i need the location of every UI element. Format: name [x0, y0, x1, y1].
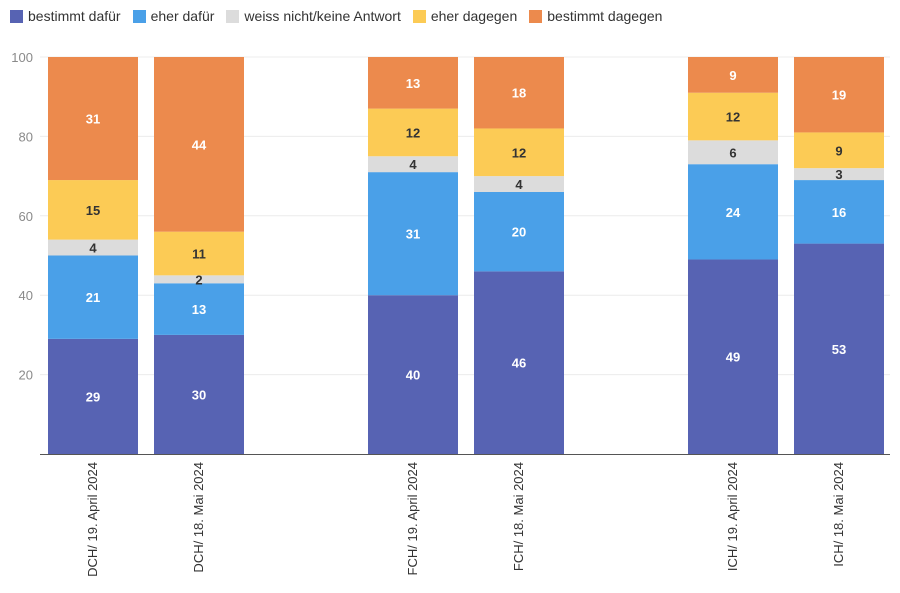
y-tick-label: 60: [19, 209, 33, 224]
data-label: 16: [832, 205, 846, 220]
bar-segment: [794, 57, 884, 133]
legend-swatch: [529, 9, 543, 23]
bar-segment: [48, 180, 138, 240]
legend-item[interactable]: bestimmt dagegen: [529, 8, 662, 24]
bar-segment: [688, 164, 778, 260]
data-label: 4: [89, 241, 97, 256]
bar-segment: [48, 239, 138, 256]
bar-segment: [48, 57, 138, 181]
data-label: 31: [406, 227, 420, 242]
data-label: 12: [512, 145, 526, 160]
data-label: 44: [192, 137, 207, 152]
bar-segment: [474, 191, 564, 272]
y-tick-label: 20: [19, 368, 33, 383]
bar-segment: [794, 243, 884, 454]
bar-segment: [154, 231, 244, 276]
data-label: 15: [86, 203, 100, 218]
bar-segment: [688, 57, 778, 93]
data-label: 11: [192, 247, 206, 262]
data-label: 24: [726, 205, 741, 220]
legend-label: weiss nicht/keine Antwort: [244, 8, 401, 24]
x-category-label: FCH/ 18. Mai 2024: [511, 462, 526, 571]
bar-segment: [368, 57, 458, 109]
data-label: 31: [86, 112, 100, 127]
x-category-label: FCH/ 19. April 2024: [405, 462, 420, 575]
data-label: 49: [726, 350, 740, 365]
x-category-label: DCH/ 19. April 2024: [85, 462, 100, 577]
bar-segment: [154, 275, 244, 284]
y-tick-label: 40: [19, 288, 33, 303]
x-category-label: ICH/ 19. April 2024: [725, 462, 740, 571]
legend-label: bestimmt dagegen: [547, 8, 663, 24]
legend-swatch: [132, 9, 146, 23]
x-category-label: DCH/ 18. Mai 2024: [191, 462, 206, 573]
data-label: 12: [726, 110, 740, 125]
bar-segment: [368, 172, 458, 296]
data-label: 6: [729, 145, 736, 160]
y-tick-label: 80: [19, 129, 33, 144]
bar-segment: [688, 259, 778, 454]
bar-segment: [154, 334, 244, 454]
bar-segment: [154, 283, 244, 335]
bar-segment: [48, 338, 138, 454]
data-label: 13: [406, 76, 420, 91]
bar-segment: [154, 57, 244, 232]
data-label: 40: [406, 368, 420, 383]
data-label: 29: [86, 389, 100, 404]
bar-segment: [368, 295, 458, 454]
data-label: 30: [192, 387, 206, 402]
bar-segment: [368, 156, 458, 173]
data-label: 46: [512, 356, 526, 371]
bar-segment: [474, 176, 564, 192]
legend-label: bestimmt dafür: [28, 8, 121, 24]
data-label: 19: [832, 88, 846, 103]
data-label: 12: [406, 125, 420, 140]
bar-segment: [48, 255, 138, 339]
legend-item[interactable]: eher dagegen: [412, 8, 518, 24]
bar-segment: [474, 57, 564, 129]
legend-label: eher dagegen: [430, 8, 518, 24]
data-label: 4: [515, 177, 523, 192]
data-label: 53: [832, 342, 846, 357]
legend-label: eher dafür: [150, 8, 215, 24]
bar-segment: [794, 180, 884, 244]
data-label: 13: [192, 302, 206, 317]
legend-swatch: [10, 9, 23, 23]
bar-segment: [794, 168, 884, 181]
data-label: 3: [835, 167, 842, 182]
data-label: 9: [835, 143, 842, 158]
data-label: 2: [195, 272, 202, 287]
legend-swatch: [226, 9, 240, 23]
legend-item[interactable]: bestimmt dafür: [10, 8, 121, 24]
data-label: 20: [512, 225, 526, 240]
bar-segment: [368, 108, 458, 157]
legend-item[interactable]: weiss nicht/keine Antwort: [226, 8, 401, 24]
data-label: 9: [729, 68, 736, 83]
data-label: 4: [409, 157, 417, 172]
bar-segment: [688, 92, 778, 141]
x-category-label: ICH/ 18. Mai 2024: [831, 462, 846, 567]
legend-item[interactable]: eher dafür: [132, 8, 215, 24]
data-label: 18: [512, 86, 526, 101]
bar-segment: [474, 128, 564, 177]
y-tick-label: 100: [11, 50, 33, 65]
bar-segment: [688, 140, 778, 165]
bar-segment: [794, 132, 884, 169]
data-label: 21: [86, 290, 100, 305]
legend-swatch: [412, 9, 426, 23]
bar-segment: [474, 271, 564, 454]
legend: bestimmt dafür eher dafür weiss nicht/kein…: [10, 8, 674, 24]
